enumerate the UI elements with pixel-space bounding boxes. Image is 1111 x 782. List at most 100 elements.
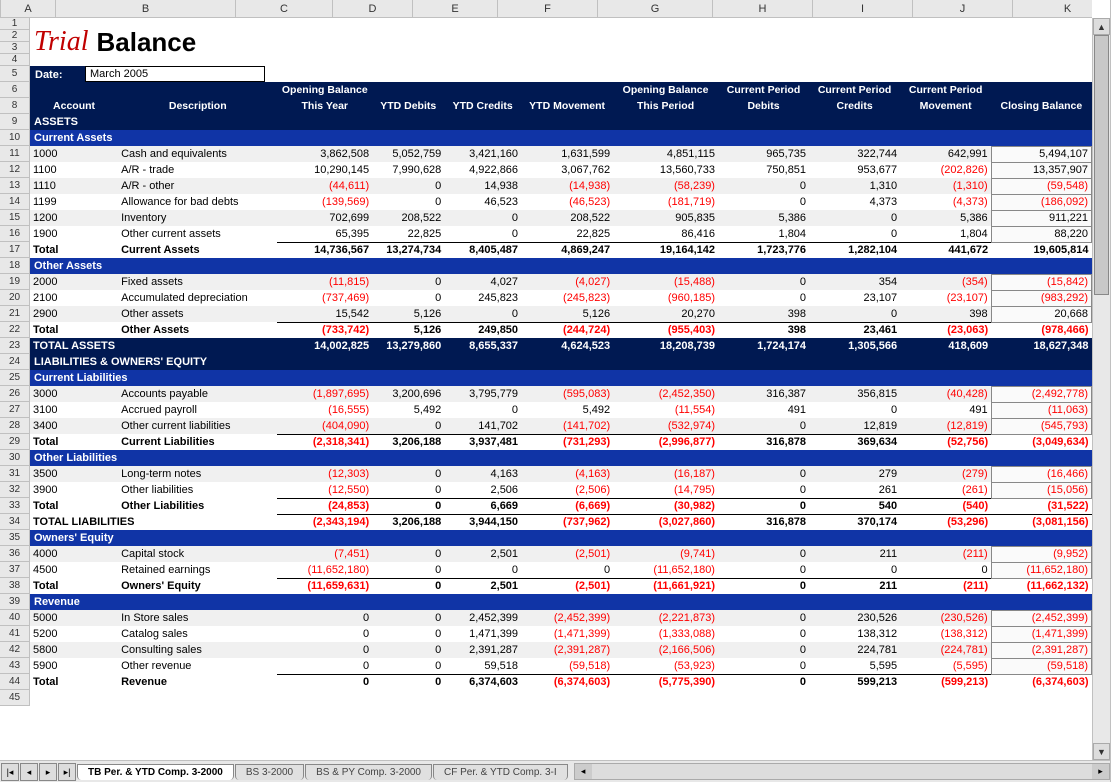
cell[interactable]: 8,405,487 (444, 242, 521, 258)
cell[interactable]: A/R - trade (118, 162, 277, 178)
cell[interactable]: 4,624,523 (521, 338, 613, 354)
cell[interactable]: Current Liabilities (30, 370, 1092, 386)
cell[interactable]: (599,213) (900, 674, 991, 690)
cell[interactable]: (53,296) (900, 514, 991, 530)
tab-prev-icon[interactable]: ◂ (20, 763, 38, 781)
cell[interactable]: (2,318,341) (277, 434, 372, 450)
column-header[interactable]: A (1, 0, 56, 17)
cell[interactable]: 0 (372, 290, 444, 306)
cell[interactable]: (15,488) (613, 274, 718, 290)
cell[interactable]: (1,897,695) (277, 386, 372, 402)
cell[interactable]: 0 (521, 562, 613, 578)
cell[interactable]: 4,027 (444, 274, 521, 290)
cell[interactable]: (59,518) (991, 658, 1091, 674)
cell[interactable]: 3100 (30, 402, 118, 418)
cell[interactable]: (2,221,873) (613, 610, 718, 626)
cell[interactable]: 1,471,399 (444, 626, 521, 642)
cell[interactable]: Owners' Equity (30, 530, 1092, 546)
tab-next-icon[interactable]: ▸ (39, 763, 57, 781)
cell[interactable] (521, 82, 613, 98)
cell[interactable]: 5,386 (718, 210, 809, 226)
cell[interactable]: Allowance for bad debts (118, 194, 277, 210)
cell[interactable]: 138,312 (809, 626, 900, 642)
cell[interactable]: 491 (900, 402, 991, 418)
cell[interactable]: Current Assets (30, 130, 1092, 146)
row-header[interactable]: 3 (0, 42, 29, 54)
cell[interactable]: 5,126 (521, 306, 613, 322)
cell[interactable]: 1,310 (809, 178, 900, 194)
cell[interactable]: Current Liabilities (118, 434, 277, 450)
row-header[interactable]: 45 (0, 690, 29, 706)
cell[interactable]: (2,506) (521, 482, 613, 498)
cell[interactable]: Fixed assets (118, 274, 277, 290)
cell[interactable]: 19,605,814 (991, 242, 1091, 258)
cell[interactable]: 540 (809, 498, 900, 514)
cell[interactable]: (224,781) (900, 642, 991, 658)
cell[interactable]: 7,990,628 (372, 162, 444, 178)
cell[interactable]: (2,452,399) (991, 610, 1091, 626)
column-header[interactable]: C (236, 0, 333, 17)
cell[interactable]: (3,081,156) (991, 514, 1091, 530)
cell[interactable]: 23,461 (809, 322, 900, 338)
cell[interactable]: 18,627,348 (991, 338, 1091, 354)
cell[interactable]: (16,187) (613, 466, 718, 482)
cell[interactable]: Closing Balance (991, 98, 1091, 114)
sheet-tab[interactable]: BS & PY Comp. 3-2000 (305, 764, 432, 780)
row-header[interactable]: 37 (0, 562, 29, 578)
row-header[interactable]: 9 (0, 114, 29, 130)
cell[interactable]: 141,702 (444, 418, 521, 434)
cell[interactable]: (6,374,603) (991, 674, 1091, 690)
cell[interactable]: 1,724,174 (718, 338, 809, 354)
cell[interactable]: (737,469) (277, 290, 372, 306)
column-header[interactable]: H (713, 0, 813, 17)
cell[interactable]: 0 (372, 274, 444, 290)
cell[interactable]: Accounts payable (118, 386, 277, 402)
cell[interactable]: 398 (718, 306, 809, 322)
cell[interactable]: 14,736,567 (277, 242, 372, 258)
row-header[interactable]: 30 (0, 450, 29, 466)
cell[interactable]: 2000 (30, 274, 118, 290)
cell[interactable]: 86,416 (613, 226, 718, 242)
cell[interactable]: 0 (372, 466, 444, 482)
cell[interactable]: 599,213 (809, 674, 900, 690)
cell[interactable]: 5,126 (372, 306, 444, 322)
cell[interactable]: (11,554) (613, 402, 718, 418)
cell[interactable]: (2,996,877) (613, 434, 718, 450)
cell[interactable]: 4,922,866 (444, 162, 521, 178)
cell[interactable]: 5,492 (372, 402, 444, 418)
cell[interactable]: 0 (718, 578, 809, 594)
row-header[interactable]: 4 (0, 54, 29, 66)
cell[interactable]: 370,174 (809, 514, 900, 530)
cell[interactable]: 642,991 (900, 146, 991, 162)
cell[interactable]: Current Period (900, 82, 991, 98)
cell[interactable]: 0 (718, 626, 809, 642)
cell[interactable]: Owners' Equity (118, 578, 277, 594)
row-header[interactable]: 41 (0, 626, 29, 642)
cell[interactable]: 3,206,188 (372, 434, 444, 450)
cell[interactable]: 20,668 (991, 306, 1091, 322)
cell[interactable]: YTD Debits (372, 98, 444, 114)
row-header[interactable]: 10 (0, 130, 29, 146)
cell[interactable]: 0 (277, 674, 372, 690)
row-header[interactable]: 43 (0, 658, 29, 674)
cell[interactable]: LIABILITIES & OWNERS' EQUITY (30, 354, 1092, 370)
cell[interactable]: 4,851,115 (613, 146, 718, 162)
cell[interactable] (991, 82, 1091, 98)
cell[interactable]: 4,373 (809, 194, 900, 210)
cell[interactable]: (53,923) (613, 658, 718, 674)
cell[interactable]: (244,724) (521, 322, 613, 338)
cell[interactable]: 211 (809, 546, 900, 562)
cell[interactable]: (23,063) (900, 322, 991, 338)
cell[interactable]: Current Assets (118, 242, 277, 258)
cell[interactable]: 0 (900, 562, 991, 578)
row-header[interactable]: 17 (0, 242, 29, 258)
scroll-down-arrow[interactable]: ▼ (1093, 743, 1110, 760)
cell[interactable]: (202,826) (900, 162, 991, 178)
cell[interactable]: Total (30, 242, 118, 258)
row-header[interactable]: 40 (0, 610, 29, 626)
cell[interactable]: (3,049,634) (991, 434, 1091, 450)
cell[interactable]: Current Period (718, 82, 809, 98)
cell[interactable]: Other Assets (30, 258, 1092, 274)
cell[interactable]: (960,185) (613, 290, 718, 306)
cell[interactable]: (15,056) (991, 482, 1091, 498)
